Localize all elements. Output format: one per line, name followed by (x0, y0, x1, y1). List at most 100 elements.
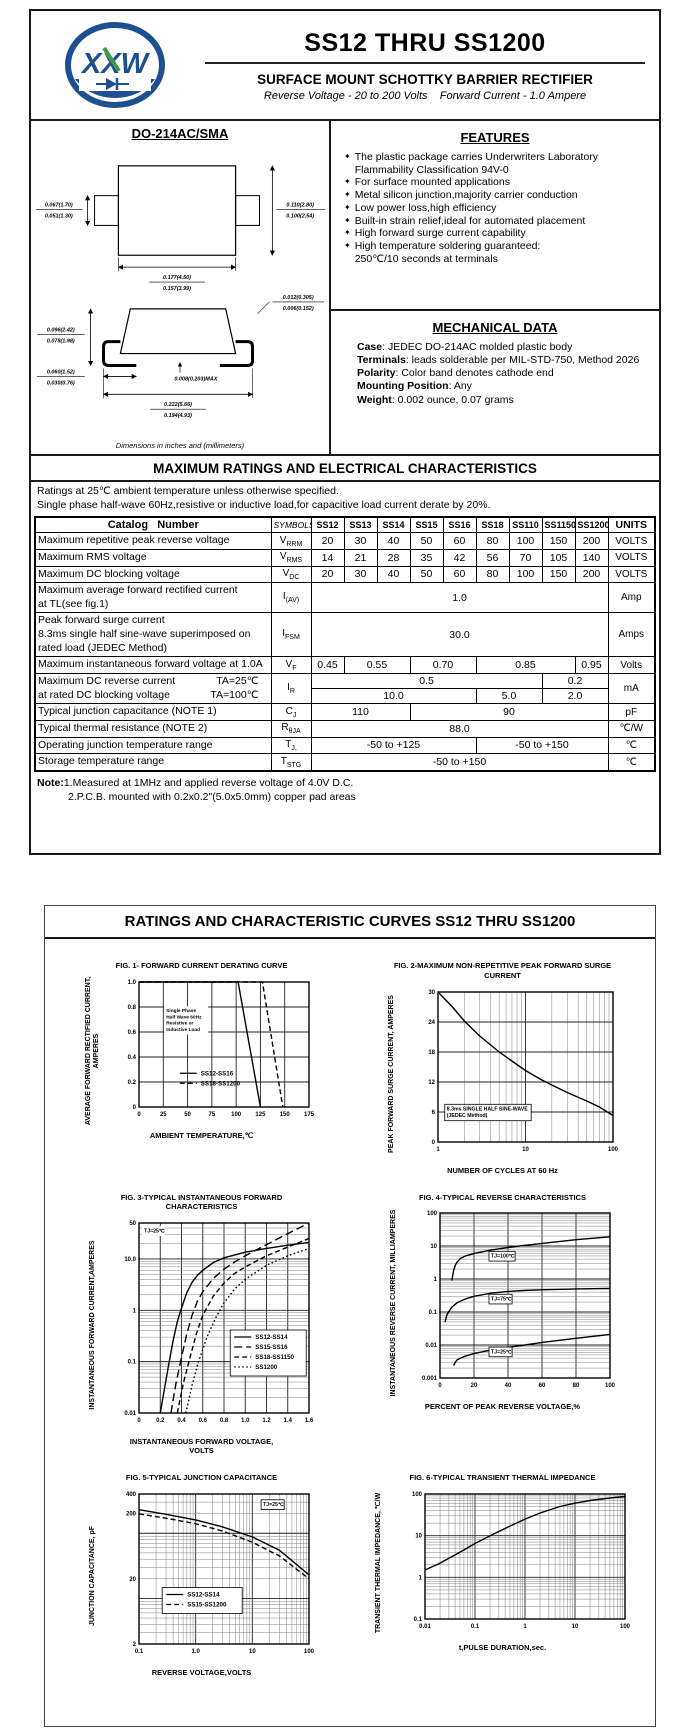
svg-text:1.2: 1.2 (262, 1418, 271, 1424)
table-cell: VDC (270, 565, 312, 584)
table-cell: IR (270, 673, 312, 705)
svg-text:60: 60 (539, 1383, 546, 1389)
feature-text: High forward surge current capability (354, 227, 526, 240)
table-cell: 100 (508, 565, 543, 584)
svg-text:100: 100 (607, 1147, 618, 1153)
dim-label: 0.012(0.305) (283, 295, 314, 301)
svg-text:0: 0 (137, 1112, 141, 1118)
column-header: SYMBOLS (270, 516, 312, 534)
logo: XXW (31, 11, 199, 119)
annotation-text: TJ=25℃ (263, 1501, 284, 1508)
table-cell: 150 (541, 532, 576, 550)
table-row: Storage temperature range TSTG -50 to +150… (34, 753, 656, 772)
feature-text: Built-in strain relief,ideal for automat… (354, 214, 586, 227)
right-panel: FEATURES ✦ The plastic package carries Un… (331, 121, 659, 454)
table-cell: 42 (442, 548, 477, 567)
legend-label: SS12-SS16 (201, 1070, 234, 1077)
table-cell: 150 (541, 565, 576, 584)
figure-title: FIG. 6-TYPICAL TRANSIENT THERMAL IMPEDAN… (409, 1473, 596, 1482)
dim-label: 0.008(0.203)MAX (174, 376, 217, 382)
table-cell: ℃/W (607, 719, 656, 738)
svg-text:0.4: 0.4 (128, 1055, 137, 1061)
table-cell: 60 (442, 532, 477, 550)
svg-text:1: 1 (434, 1277, 438, 1283)
svg-text:0.1: 0.1 (135, 1649, 144, 1655)
table-cell: 40 (376, 532, 411, 550)
figure-6: FIG. 6-TYPICAL TRANSIENT THERMAL IMPEDAN… (367, 1473, 638, 1677)
curves-heading: RATINGS AND CHARACTERISTIC CURVES SS12 T… (45, 906, 655, 939)
table-cell: Peak forward surge current 8.3ms single h… (34, 612, 272, 658)
table-cell: ℃ (607, 753, 656, 772)
table-cell: pF (607, 703, 656, 721)
bullet-icon: ✦ (344, 228, 351, 238)
title-divider (205, 61, 645, 64)
svg-text:100: 100 (427, 1211, 438, 1217)
feature-text: High temperature soldering guaranteed: 2… (354, 240, 541, 265)
svg-text:0: 0 (133, 1105, 137, 1111)
dim-label: 0.030(0.76) (47, 380, 75, 386)
bullet-icon: ✦ (344, 152, 351, 161)
brand-logo-icon: XXW (65, 22, 165, 108)
svg-text:50: 50 (129, 1221, 136, 1227)
series-SS12-SS16 (139, 981, 262, 1107)
series-TJ=100℃ (451, 1236, 611, 1281)
svg-text:0.2: 0.2 (128, 1080, 137, 1086)
svg-text:200: 200 (126, 1511, 137, 1517)
table-cell: 0.85 (475, 656, 576, 675)
feature-item: ✦ Low power loss,high efficiency (344, 202, 653, 215)
table-cell: VOLTS (607, 565, 656, 584)
table-cell: 140 (574, 548, 609, 567)
mechanical-item: Polarity: Color band denotes cathode end (357, 367, 554, 380)
table-row: Peak forward surge current 8.3ms single h… (34, 612, 656, 658)
legend-label: SS15-SS1200 (187, 1601, 227, 1608)
svg-text:1.0: 1.0 (241, 1418, 250, 1424)
svg-text:0.2: 0.2 (156, 1418, 165, 1424)
svg-text:0.6: 0.6 (128, 1030, 137, 1036)
figure-title: FIG. 4-TYPICAL REVERSE CHARACTERISTICS (419, 1192, 586, 1202)
svg-text:0.8: 0.8 (220, 1418, 229, 1424)
table-cell: CJ (270, 703, 312, 721)
ratings-intro: Ratings at 25℃ ambient temperature unles… (31, 482, 659, 516)
svg-text:10.0: 10.0 (124, 1257, 136, 1263)
table-cell: 90 (409, 703, 609, 721)
table-cell: 110 (310, 703, 411, 721)
dim-label: 0.157(3.99) (163, 286, 191, 292)
svg-text:40: 40 (505, 1383, 512, 1389)
series-SS1200 (185, 1247, 310, 1414)
figure-plot: 1 10 100 0 6 12 18 24 30 8.3ms SINGLE HALF SINE-W… (428, 990, 618, 1153)
table-cell: 40 (376, 565, 411, 584)
table-notes: Note:1.Measured at 1MHz and applied reve… (31, 772, 659, 808)
figure-xlabel: PERCENT OF PEAK REVERSE VOLTAGE,% (424, 1402, 581, 1412)
table-cell: VOLTS (607, 532, 656, 550)
table-cell: 105 (541, 548, 576, 567)
mechanical-list: Case: JEDEC DO-214AC molded plastic body… (331, 341, 659, 407)
figure-xlabel: NUMBER OF CYCLES AT 60 Hz (447, 1165, 558, 1175)
figure-5: FIG. 5-TYPICAL JUNCTION CAPACITANCE JUNCT… (81, 1473, 322, 1677)
table-cell: -50 to +125 (310, 736, 477, 755)
series-TJ=75℃ (444, 1287, 611, 1323)
annotation-text: Resistive or (166, 1020, 193, 1026)
svg-text:0: 0 (137, 1418, 141, 1424)
figure-2: FIG. 2-MAXIMUM NON-REPETITIVE PEAK FORWA… (380, 961, 626, 1175)
table-cell: VOLTS (607, 548, 656, 567)
svg-text:175: 175 (304, 1112, 315, 1118)
figure-plot: 0.1 1.0 10 100 2 20 200 400 SS12-SS14 SS15-SS1200… (126, 1492, 315, 1655)
table-cell: RθJA (270, 719, 312, 738)
column-header: SS14 (376, 516, 411, 534)
svg-text:1: 1 (419, 1575, 423, 1581)
table-cell: 10.0 (310, 688, 477, 705)
figure-plot: 0 0.2 0.4 0.6 0.8 1.0 1.2 1.4 1.6 0.01 0.1 1 10.0 50 S… (124, 1221, 314, 1424)
svg-text:10: 10 (415, 1533, 422, 1539)
table-cell: 80 (475, 532, 510, 550)
figure-plot: 0 25 50 75 100 125 150 175 0 0.2 0.4 0.6 0.8 1.0 SS12-… (128, 980, 315, 1118)
feature-text: For surface mounted applications (354, 176, 510, 189)
table-cell: Storage temperature range (34, 753, 272, 772)
svg-text:20: 20 (471, 1383, 478, 1389)
table-cell: Maximum DC reverse current TA=25℃ at rated… (34, 673, 272, 705)
table-row: Operating junction temperature range TJ, -… (34, 736, 656, 755)
svg-text:0.01: 0.01 (419, 1624, 431, 1630)
ratings-intro-line: Single phase half-wave 60Hz,resistive or… (37, 498, 491, 511)
figures-grid: FIG. 1- FORWARD CURRENT DERATING CURVE AV… (45, 939, 655, 1677)
title-block: SS12 THRU SS1200 SURFACE MOUNT SCHOTTKY … (199, 11, 659, 119)
tagline: Reverse Voltage - 20 to 200 Volts Forwar… (263, 89, 587, 102)
